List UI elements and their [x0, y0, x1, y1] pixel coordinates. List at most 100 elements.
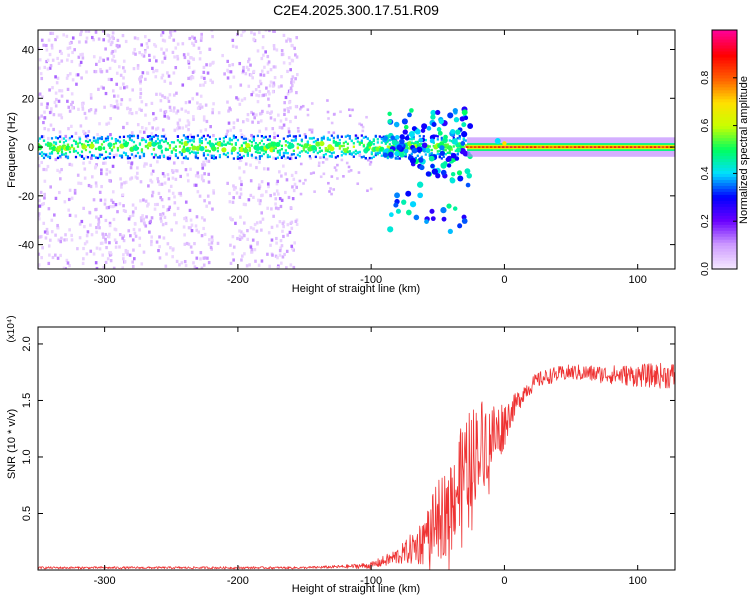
- carrier-cell: [180, 139, 184, 142]
- carrier-cell: [406, 134, 409, 137]
- noise-speckle: [60, 51, 63, 56]
- noise-speckle: [330, 121, 334, 125]
- noise-speckle: [188, 36, 192, 41]
- carrier-cell: [38, 139, 40, 143]
- noise-speckle: [109, 42, 113, 47]
- noise-speckle: [117, 65, 121, 69]
- noise-speckle: [133, 231, 137, 235]
- noise-speckle: [50, 230, 54, 234]
- noise-speckle: [211, 107, 215, 112]
- noise-speckle: [280, 198, 284, 202]
- carrier-cell: [72, 150, 76, 153]
- noise-speckle: [173, 195, 176, 199]
- noise-speckle: [138, 51, 141, 55]
- scatter-cell: [388, 212, 394, 218]
- noise-speckle: [257, 94, 261, 98]
- noise-speckle: [100, 171, 103, 176]
- noise-speckle: [289, 68, 292, 72]
- noise-speckle: [242, 120, 245, 124]
- noise-speckle: [42, 221, 46, 225]
- scatter-cell: [393, 121, 400, 128]
- carrier-cell: [242, 141, 245, 145]
- x-tick-label: -300: [94, 274, 116, 286]
- carrier-cell: [110, 149, 114, 152]
- scatter-cell: [416, 146, 423, 153]
- noise-speckle: [66, 87, 70, 91]
- carrier-cell: [156, 156, 160, 159]
- colorbar-segment: [712, 212, 737, 216]
- noise-speckle: [306, 108, 310, 111]
- colorbar-segment: [712, 161, 737, 166]
- carrier-cell: [94, 141, 98, 144]
- x-tick-label: 0: [501, 575, 507, 587]
- carrier-cell: [336, 134, 339, 138]
- noise-speckle: [48, 52, 52, 57]
- carrier-cell: [440, 157, 443, 160]
- noise-speckle: [302, 182, 305, 185]
- scatter-cell: [382, 152, 389, 158]
- noise-speckle: [250, 30, 253, 35]
- carrier-cell: [66, 155, 70, 159]
- carrier-cell: [458, 137, 461, 140]
- noise-speckle: [161, 223, 165, 227]
- carrier-peak: [81, 144, 87, 150]
- carrier-cell: [452, 145, 455, 148]
- noise-speckle: [247, 57, 251, 61]
- noise-speckle: [176, 124, 180, 128]
- carrier-cell: [214, 138, 218, 141]
- carrier-cell: [464, 144, 467, 147]
- carrier-cell: [260, 139, 263, 143]
- carrier-cell: [54, 136, 58, 139]
- noise-speckle: [122, 208, 126, 213]
- noise-speckle: [189, 76, 192, 80]
- noise-speckle: [285, 39, 288, 43]
- noise-speckle: [178, 263, 181, 267]
- noise-speckle: [102, 161, 105, 165]
- y-tick-label: 1.0: [21, 449, 33, 464]
- noise-speckle: [120, 182, 123, 186]
- noise-speckle: [48, 253, 51, 257]
- noise-speckle: [271, 127, 275, 131]
- carrier-cell: [202, 152, 206, 155]
- colorbar-segment: [712, 152, 737, 157]
- carrier-cell: [364, 156, 367, 160]
- noise-speckle: [138, 130, 142, 134]
- noise-speckle: [309, 172, 313, 175]
- colorbar-segment: [712, 131, 737, 136]
- noise-speckle: [90, 233, 94, 237]
- carrier-cell: [324, 149, 327, 152]
- noise-speckle: [122, 253, 125, 257]
- carrier-cell: [80, 143, 84, 146]
- noise-speckle: [239, 83, 243, 87]
- noise-speckle: [207, 180, 211, 184]
- carrier-cell: [44, 143, 48, 146]
- carrier-cell: [296, 153, 299, 157]
- noise-speckle: [283, 112, 286, 117]
- noise-speckle: [108, 178, 111, 183]
- colorbar-frame: [711, 29, 738, 270]
- noise-speckle: [129, 107, 132, 112]
- carrier-cell: [372, 142, 375, 146]
- noise-speckle: [239, 180, 243, 184]
- noise-speckle: [185, 124, 188, 128]
- noise-speckle: [192, 57, 195, 61]
- noise-speckle: [289, 106, 292, 110]
- noise-speckle: [124, 39, 128, 44]
- carrier-cell: [154, 153, 158, 157]
- noise-speckle: [273, 118, 277, 122]
- carrier-cell: [356, 140, 359, 143]
- carrier-cell: [84, 139, 88, 143]
- carrier-peak: [501, 146, 505, 148]
- noise-speckle: [285, 266, 288, 269]
- carrier-cell: [260, 154, 263, 158]
- carrier-cell: [378, 145, 381, 149]
- carrier-peak: [319, 140, 325, 147]
- noise-speckle: [143, 162, 147, 166]
- noise-speckle: [45, 48, 49, 52]
- noise-speckle: [295, 222, 299, 227]
- carrier-cell: [162, 135, 166, 138]
- noise-speckle: [140, 219, 143, 223]
- carrier-cell: [198, 144, 202, 147]
- carrier-peak: [485, 146, 489, 148]
- colorbar-segment: [712, 41, 737, 46]
